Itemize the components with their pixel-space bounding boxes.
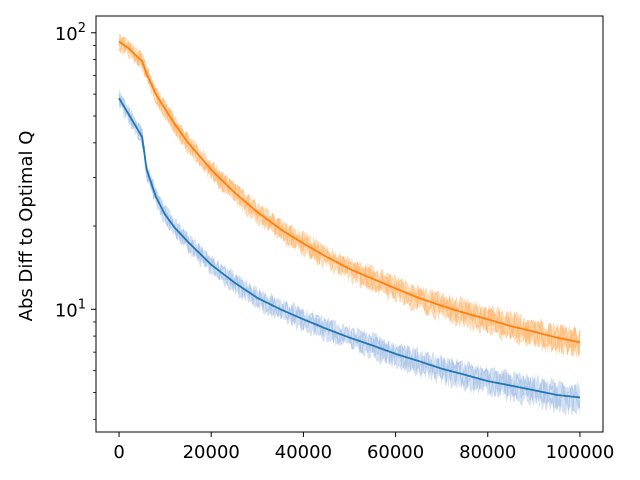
y-tick-label: 101 xyxy=(55,297,86,321)
x-axis: 0 20000 40000 60000 80000 100000 xyxy=(113,432,614,463)
x-tick-label: 60000 xyxy=(367,442,424,463)
plot-frame xyxy=(95,15,604,433)
variance-bands xyxy=(118,33,581,418)
series-lines xyxy=(118,40,581,399)
x-tick-label: 20000 xyxy=(183,442,240,463)
series-1-trace xyxy=(118,94,581,411)
x-tick-label: 0 xyxy=(113,442,124,463)
x-tick-label: 80000 xyxy=(459,442,516,463)
y-axis-label: Abs Diff to Optimal Q xyxy=(16,131,37,322)
y-tick-label: 102 xyxy=(55,21,86,45)
y-axis: 101 102 xyxy=(55,21,96,420)
series-0-trace xyxy=(118,37,581,356)
series-0-band xyxy=(119,33,580,360)
x-tick-label: 40000 xyxy=(275,442,332,463)
x-tick-label: 100000 xyxy=(546,442,615,463)
series-0-line xyxy=(118,40,581,344)
series-1-line xyxy=(118,97,581,399)
series-0-trace xyxy=(118,36,581,353)
